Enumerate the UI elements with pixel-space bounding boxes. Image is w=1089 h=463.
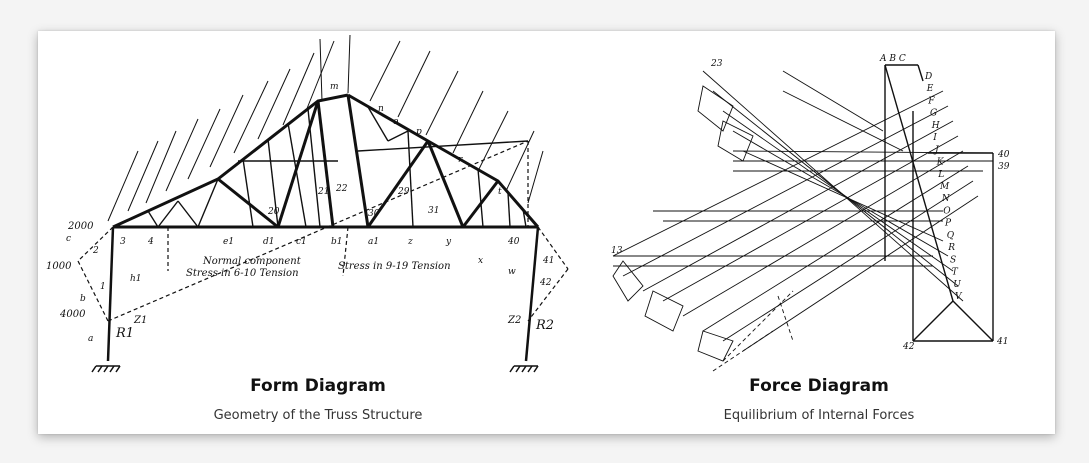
node-letter-n: N	[941, 194, 951, 204]
load-label-4000: 4000	[59, 309, 86, 320]
svg-text:n: n	[378, 104, 384, 114]
form-diagram-drawing: c 2 3 4 e1 d1 c1 b1 a1 z y x 40 w 41 42 …	[46, 34, 569, 373]
svg-text:a1: a1	[368, 237, 379, 247]
node-letter-h: H	[931, 121, 940, 131]
node-23-label: 23	[710, 59, 723, 69]
reaction-r2-label: R2	[535, 318, 554, 333]
z1-label: Z1	[133, 315, 147, 326]
svg-text:t: t	[498, 187, 502, 197]
node-letter-g: G	[930, 109, 937, 119]
node-letter-m: M	[939, 182, 950, 192]
figure-card: c 2 3 4 e1 d1 c1 b1 a1 z y x 40 w 41 42 …	[38, 31, 1055, 434]
svg-text:o: o	[393, 117, 399, 127]
svg-text:p: p	[416, 127, 422, 137]
svg-text:3: 3	[120, 237, 126, 247]
svg-text:y: y	[445, 237, 452, 247]
node-13-label: 13	[611, 246, 623, 256]
svg-text:1: 1	[100, 282, 106, 292]
node-letter-k: K	[936, 158, 945, 168]
node-letter-l: L	[937, 170, 944, 180]
svg-text:31: 31	[428, 206, 439, 216]
force-diagram-subtitle: Equilibrium of Internal Forces	[723, 408, 915, 423]
form-diagram-title: Form Diagram	[250, 376, 386, 396]
svg-text:c: c	[66, 234, 71, 244]
node-39-label: 39	[998, 162, 1010, 172]
node-letter-o: O	[943, 206, 951, 216]
load-label-1000: 1000	[46, 261, 72, 272]
node-letter-t: T	[952, 268, 959, 278]
node-letter-u: U	[953, 280, 961, 290]
svg-text:w: w	[508, 267, 516, 277]
form-diagram-panel: c 2 3 4 e1 d1 c1 b1 a1 z y x 40 w 41 42 …	[38, 31, 598, 434]
node-letter-d: D	[924, 72, 932, 82]
svg-text:21: 21	[317, 187, 329, 197]
node-letter-f: F	[927, 96, 935, 106]
node-42-label: 42	[902, 342, 915, 352]
node-letter-p: P	[944, 219, 952, 229]
reaction-r1-label: R1	[115, 326, 134, 341]
svg-text:29: 29	[397, 187, 410, 197]
svg-text:30: 30	[368, 209, 380, 219]
node-letter-q: Q	[947, 231, 955, 241]
top-letters: A B C	[879, 54, 906, 64]
svg-text:z: z	[407, 237, 413, 247]
svg-text:h1: h1	[130, 274, 142, 284]
svg-text:e1: e1	[223, 237, 234, 247]
svg-text:20: 20	[267, 207, 280, 217]
svg-text:40: 40	[507, 237, 520, 247]
svg-text:d1: d1	[263, 237, 275, 247]
svg-text:m: m	[330, 82, 339, 92]
node-letter-e: E	[926, 84, 934, 94]
node-letter-r: R	[947, 243, 955, 253]
normal-component-note: Normal component	[202, 256, 302, 267]
svg-text:a: a	[88, 334, 93, 344]
node-letter-s: S	[950, 255, 956, 265]
load-label-2000: 2000	[67, 221, 94, 232]
node-41-label: 41	[996, 337, 1008, 347]
svg-text:2: 2	[92, 246, 99, 256]
stress-right-note: Stress in 9-19 Tension	[338, 261, 451, 272]
stress-left-note: Stress in 6-10 Tension	[186, 268, 299, 279]
node-letter-i: I	[932, 133, 937, 143]
svg-text:22: 22	[335, 184, 348, 194]
z2-label: Z2	[507, 315, 521, 326]
node-letter-v: V	[955, 292, 963, 302]
svg-text:c1: c1	[296, 237, 307, 247]
svg-text:42: 42	[539, 278, 552, 288]
node-letter-j: J	[933, 145, 940, 155]
svg-text:x: x	[478, 256, 483, 266]
node-40-label: 40	[997, 150, 1010, 160]
svg-text:41: 41	[542, 256, 554, 266]
form-diagram-subtitle: Geometry of the Truss Structure	[213, 408, 423, 423]
svg-text:r: r	[458, 155, 463, 165]
svg-text:b1: b1	[331, 237, 343, 247]
force-diagram-title: Force Diagram	[749, 376, 889, 396]
svg-text:4: 4	[147, 237, 154, 247]
svg-text:b: b	[80, 294, 86, 304]
